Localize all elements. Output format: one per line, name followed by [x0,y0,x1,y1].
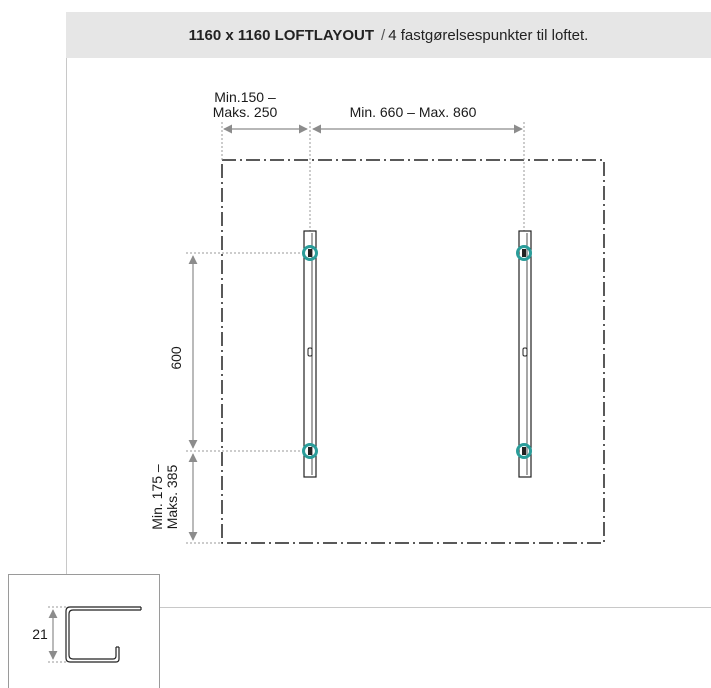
left-offset-label-1: Min.150 – [214,89,276,105]
fastening-point-top-right [516,245,532,261]
profile-guide-lines [48,606,66,663]
bottom-offset-label-2: Maks. 385 [164,464,180,529]
bottom-offset-label-1: Min. 175 – [149,464,165,530]
left-rail [303,230,317,478]
vertical-spacing-label: 600 [168,346,184,370]
fastening-point-bottom-right [516,443,532,459]
layout-panel [66,12,711,607]
fastening-point-top-left [302,245,318,261]
layout-subtitle: 4 fastgørelsespunkter til loftet. [388,26,589,44]
fastening-point-bottom-left [302,443,318,459]
profile-height-label: 21 [32,626,48,642]
right-rail [518,230,532,478]
layout-header: 1160 x 1160 LOFTLAYOUT / 4 fastgørelsesp… [66,12,711,58]
right-rail-center-slot [522,347,528,357]
left-offset-label-2: Maks. 250 [213,104,278,120]
profile-cross-section [65,606,142,663]
guide-lines [186,122,525,544]
layout-title: 1160 x 1160 LOFTLAYOUT [188,26,375,44]
ceiling-outline [221,159,605,544]
profile-inset [8,574,160,688]
footer-divider [160,607,711,608]
left-rail-center-slot [307,347,313,357]
title-separator: / [381,26,386,44]
rail-spacing-label: Min. 660 – Max. 860 [350,104,477,120]
